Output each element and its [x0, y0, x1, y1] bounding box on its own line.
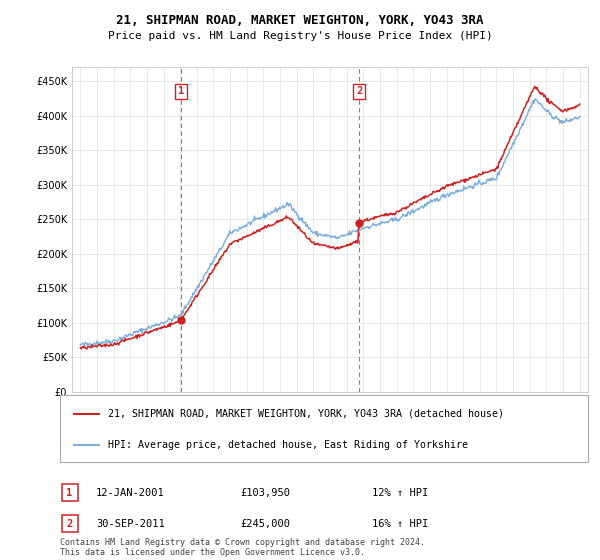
Text: 30-SEP-2011: 30-SEP-2011	[96, 519, 165, 529]
Text: 12-JAN-2001: 12-JAN-2001	[96, 488, 165, 498]
Text: 2: 2	[356, 86, 362, 96]
Text: HPI: Average price, detached house, East Riding of Yorkshire: HPI: Average price, detached house, East…	[107, 440, 467, 450]
Text: 21, SHIPMAN ROAD, MARKET WEIGHTON, YORK, YO43 3RA (detached house): 21, SHIPMAN ROAD, MARKET WEIGHTON, YORK,…	[107, 409, 503, 419]
Text: 1: 1	[178, 86, 184, 96]
Text: Price paid vs. HM Land Registry's House Price Index (HPI): Price paid vs. HM Land Registry's House …	[107, 31, 493, 41]
Text: 1: 1	[67, 488, 73, 498]
Text: 21, SHIPMAN ROAD, MARKET WEIGHTON, YORK, YO43 3RA: 21, SHIPMAN ROAD, MARKET WEIGHTON, YORK,…	[116, 14, 484, 27]
Text: Contains HM Land Registry data © Crown copyright and database right 2024.
This d: Contains HM Land Registry data © Crown c…	[60, 538, 425, 557]
Bar	[62, 515, 77, 532]
Text: £245,000: £245,000	[240, 519, 290, 529]
Bar	[62, 484, 77, 501]
Text: £103,950: £103,950	[240, 488, 290, 498]
Text: 16% ↑ HPI: 16% ↑ HPI	[372, 519, 428, 529]
Text: 2: 2	[67, 519, 73, 529]
Text: 12% ↑ HPI: 12% ↑ HPI	[372, 488, 428, 498]
